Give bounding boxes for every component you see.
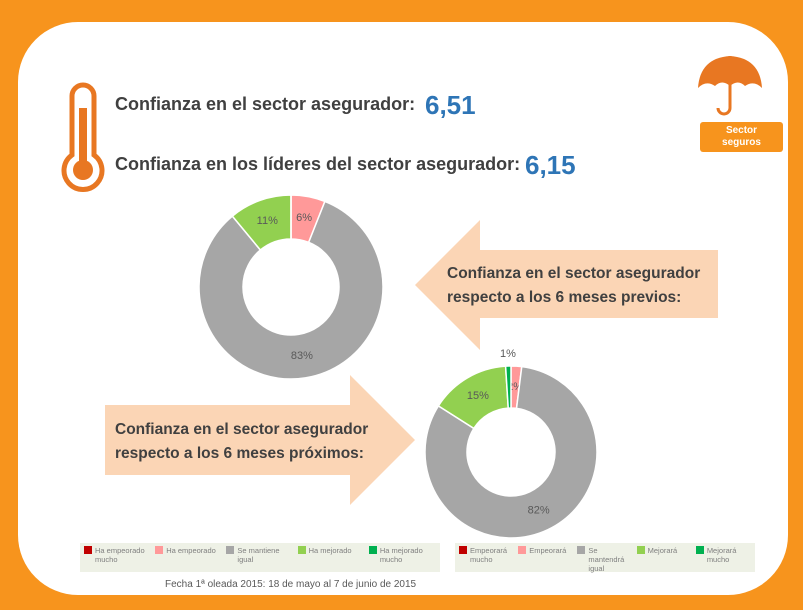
donut-slice (504, 365, 512, 409)
arrow-right (105, 375, 415, 505)
legend-label: Ha mejorado (308, 546, 352, 555)
legend-swatch (518, 546, 527, 554)
thermometer-icon (61, 82, 105, 192)
data-label: 15% (467, 390, 489, 402)
legend-swatch (577, 546, 586, 554)
header-value: 6,15 (525, 150, 576, 180)
legend-item: Empeorará (518, 546, 573, 555)
data-label: 1% (500, 348, 516, 360)
legend-swatch (155, 546, 164, 554)
header-label: Confianza en los líderes del sector aseg… (115, 154, 521, 174)
legend-swatch (226, 546, 235, 554)
chart-title: Confianza en el sector asegurador respec… (447, 265, 701, 306)
legend: Ha empeorado mucho Ha empeorado Se mantien… (80, 543, 440, 572)
donut-slice (198, 200, 384, 380)
legend-label: Ha empeorado (166, 546, 216, 555)
data-label: 11% (257, 215, 278, 227)
legend-item: Empeorará mucho (459, 546, 514, 564)
legend-swatch (84, 546, 92, 554)
legend-item: Mejorará (636, 546, 692, 555)
legend-item: Ha empeorado mucho (84, 546, 151, 564)
legend-label: Empeorará mucho (470, 546, 508, 564)
legend-item: Se mantiene igual (226, 546, 293, 564)
umbrella-icon (698, 56, 762, 116)
legend-swatch (297, 546, 306, 554)
footer: Fecha 1ª oleada 2015: 18 de mayo al 7 de… (165, 579, 417, 590)
arrow-left (415, 220, 718, 350)
data-label: 83% (291, 350, 313, 362)
donuts: 6%83%11%2%82%15%1% (198, 194, 598, 539)
legend-label: Se mantiene igual (237, 546, 280, 564)
legend-label: Empeorará (529, 546, 567, 555)
legend-item: Se mantendrá igual (577, 546, 632, 573)
legend-item: Ha mejorado (297, 546, 365, 555)
legend-swatch (695, 546, 704, 554)
header-value: 6,51 (425, 90, 476, 120)
legend-label: Mejorará (647, 546, 678, 555)
data-label: 6% (296, 212, 312, 224)
legend-swatch (368, 546, 377, 554)
legend-label: Se mantendrá igual (588, 546, 625, 573)
legend-item: Mejorará mucho (695, 546, 751, 564)
header-label: Confianza en el sector asegurador: (115, 94, 416, 114)
legend-label: Ha mejorado mucho (379, 546, 423, 564)
legend-swatch (636, 546, 645, 554)
legend-item: Ha empeorado (155, 546, 222, 555)
data-label: 82% (528, 505, 550, 517)
legend-item: Ha mejorado mucho (368, 546, 436, 564)
legend-label: Mejorará mucho (706, 546, 737, 564)
legend: Empeorará mucho Empeorará Se mantendrá igu… (455, 543, 755, 573)
badge: Sector seguros (700, 122, 783, 152)
legend-swatch (459, 546, 467, 554)
chart-title: Confianza en el sector asegurador respec… (115, 421, 369, 462)
donut-slice (424, 365, 598, 539)
legend-label: Ha empeorado mucho (95, 546, 145, 564)
